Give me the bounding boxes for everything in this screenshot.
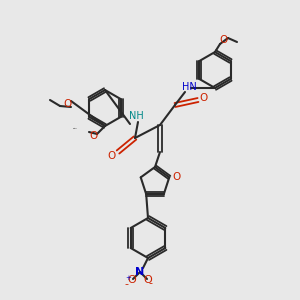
- Text: O: O: [144, 275, 152, 285]
- Text: +: +: [125, 275, 131, 281]
- Text: O: O: [172, 172, 180, 182]
- Text: O: O: [128, 275, 136, 285]
- Text: -: -: [148, 278, 152, 288]
- Text: HN: HN: [182, 82, 196, 92]
- Text: NH: NH: [129, 111, 143, 121]
- Text: ethoxy: ethoxy: [73, 128, 77, 129]
- Text: N: N: [135, 267, 145, 277]
- Text: O: O: [64, 99, 72, 109]
- Text: O: O: [108, 151, 116, 161]
- Text: O: O: [219, 35, 227, 45]
- Text: -: -: [124, 279, 128, 289]
- Text: O: O: [89, 131, 97, 141]
- Text: O: O: [200, 93, 208, 103]
